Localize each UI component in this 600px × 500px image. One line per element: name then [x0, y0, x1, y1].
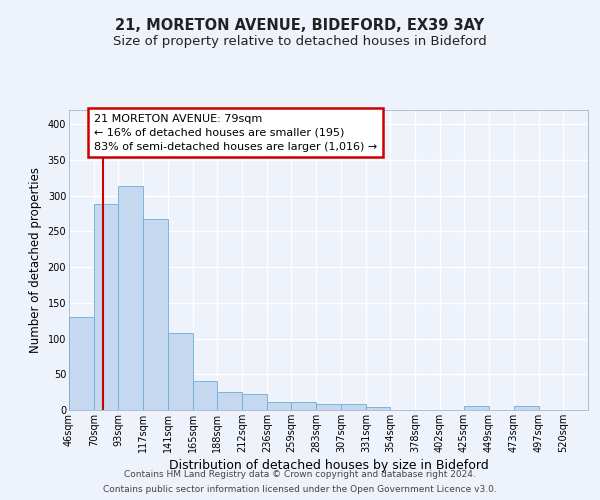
Bar [143, 218, 168, 410]
Bar [514, 406, 539, 410]
Bar [69, 317, 94, 410]
Bar [267, 402, 291, 410]
Bar [217, 392, 242, 410]
Bar [291, 402, 316, 410]
Bar [366, 407, 390, 410]
Bar [464, 406, 489, 410]
Bar [341, 404, 366, 410]
Text: 21 MORETON AVENUE: 79sqm
← 16% of detached houses are smaller (195)
83% of semi-: 21 MORETON AVENUE: 79sqm ← 16% of detach… [94, 114, 377, 152]
X-axis label: Distribution of detached houses by size in Bideford: Distribution of detached houses by size … [169, 459, 488, 472]
Text: 21, MORETON AVENUE, BIDEFORD, EX39 3AY: 21, MORETON AVENUE, BIDEFORD, EX39 3AY [115, 18, 485, 32]
Bar [94, 204, 118, 410]
Text: Contains public sector information licensed under the Open Government Licence v3: Contains public sector information licen… [103, 485, 497, 494]
Bar [242, 394, 267, 410]
Bar [193, 380, 217, 410]
Bar [118, 186, 143, 410]
Bar [168, 333, 193, 410]
Text: Size of property relative to detached houses in Bideford: Size of property relative to detached ho… [113, 35, 487, 48]
Y-axis label: Number of detached properties: Number of detached properties [29, 167, 42, 353]
Text: Contains HM Land Registry data © Crown copyright and database right 2024.: Contains HM Land Registry data © Crown c… [124, 470, 476, 479]
Bar [316, 404, 341, 410]
